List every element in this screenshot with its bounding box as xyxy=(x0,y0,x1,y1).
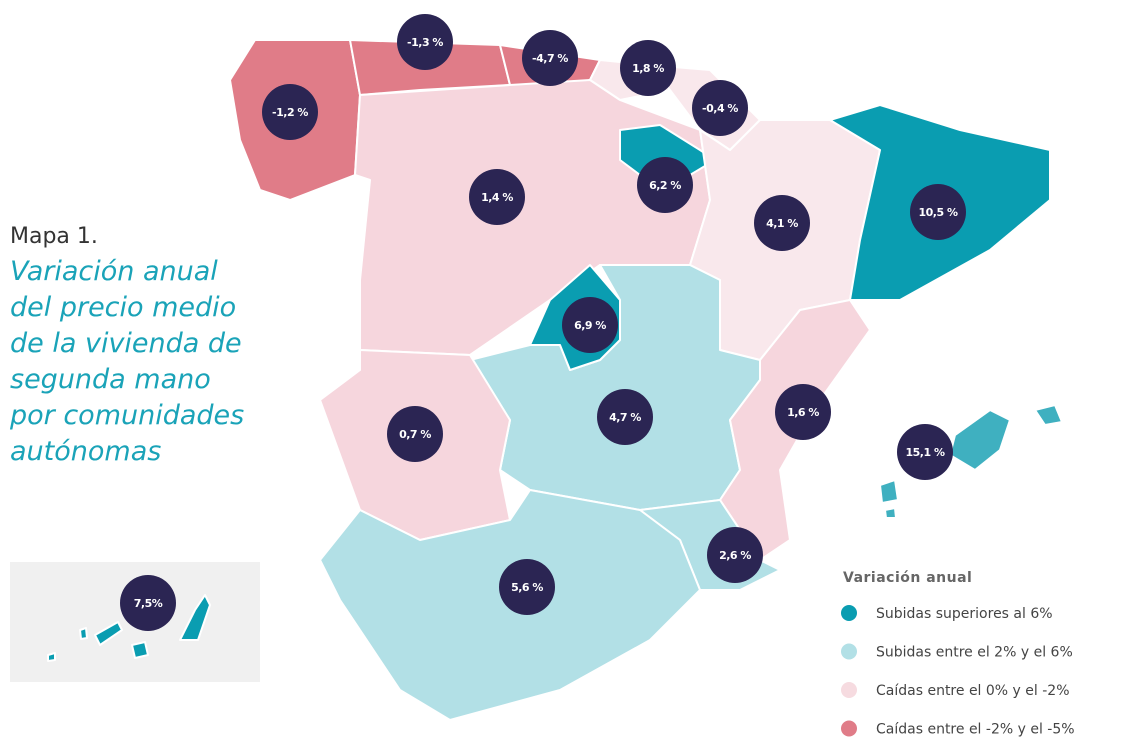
region-label: 10,5 % xyxy=(919,206,958,219)
region-label: 1,6 % xyxy=(787,406,819,419)
region-pin xyxy=(897,424,953,480)
region-label: -1,3 % xyxy=(407,36,443,49)
legend-swatch xyxy=(841,720,857,737)
region-label: 6,2 % xyxy=(649,179,681,192)
legend-title: Variación anual xyxy=(843,570,972,586)
legend-label: Caídas entre el 0% y el -2% xyxy=(876,683,1070,699)
region-pin xyxy=(754,195,810,251)
region-pin xyxy=(499,559,555,615)
region-label: 4,1 % xyxy=(766,217,798,230)
island xyxy=(47,652,56,662)
island xyxy=(79,627,88,640)
island xyxy=(131,641,149,659)
region-label: -1,2 % xyxy=(272,106,308,119)
island xyxy=(949,409,1011,471)
region-label: 5,6 % xyxy=(511,581,543,594)
region-pin xyxy=(262,84,318,140)
region-pin xyxy=(387,406,443,462)
region-label: 0,7 % xyxy=(399,428,431,441)
island xyxy=(879,479,899,504)
region-pin xyxy=(775,384,831,440)
region-labels: -1,2 % -1,3 % -4,7 % 1,8 % -0,4 % 6,2 % 1,4 % 4… xyxy=(120,14,966,631)
legend-label: Caídas entre el -2% y el -5% xyxy=(876,722,1075,738)
subtitle-line: autónomas xyxy=(10,436,161,467)
map-title: Mapa 1. xyxy=(10,224,98,249)
region-pin xyxy=(469,169,525,225)
region-label: 15,1 % xyxy=(906,446,945,459)
region xyxy=(619,124,716,176)
island xyxy=(179,594,211,641)
region-pin xyxy=(692,80,748,136)
subtitle-line: segunda mano xyxy=(10,364,211,395)
legend-label: Subidas entre el 2% y el 6% xyxy=(876,645,1073,661)
island xyxy=(1034,404,1063,426)
region-label: 1,4 % xyxy=(481,191,513,204)
subtitle-line: por comunidades xyxy=(9,400,244,431)
region-label: 1,8 % xyxy=(632,62,664,75)
region-pin xyxy=(522,30,578,86)
region-label: 2,6 % xyxy=(719,549,751,562)
region-label: 7,5% xyxy=(134,597,163,610)
region-pin xyxy=(707,527,763,583)
region-label: 6,9 % xyxy=(574,319,606,332)
legend: Variación anual Subidas superiores al 6%… xyxy=(841,570,1075,738)
legend-label: Subidas superiores al 6% xyxy=(876,606,1053,622)
subtitle-line: Variación anual xyxy=(10,256,218,287)
subtitle-line: de la vivienda de xyxy=(10,328,242,359)
island xyxy=(884,507,897,519)
region-pin xyxy=(910,184,966,240)
region-pin xyxy=(397,14,453,70)
legend-swatch xyxy=(841,605,857,621)
region-label: -4,7 % xyxy=(532,52,568,65)
region-pin xyxy=(597,389,653,445)
region-pin xyxy=(637,157,693,213)
region-label: -0,4 % xyxy=(702,102,738,115)
island xyxy=(94,621,123,646)
region-pin xyxy=(562,297,618,353)
region-pin xyxy=(620,40,676,96)
subtitle-line: del precio medio xyxy=(10,292,236,323)
legend-swatch xyxy=(841,682,857,698)
subtitle: Variación anual del precio medio de la viv… xyxy=(9,256,244,467)
region-pin xyxy=(120,575,176,631)
legend-swatch xyxy=(841,643,857,660)
region-label: 4,7 % xyxy=(609,411,641,424)
